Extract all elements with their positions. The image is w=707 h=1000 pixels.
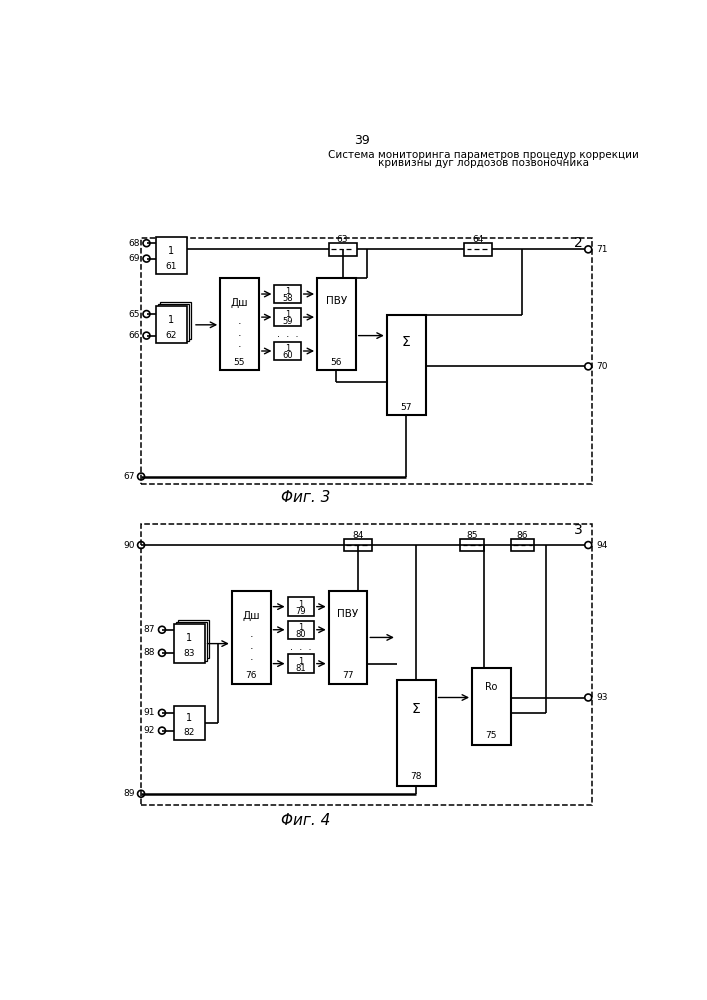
Bar <box>274 342 300 360</box>
Text: ·  ·  ·: · · · <box>290 645 312 655</box>
Text: 1: 1 <box>168 315 175 325</box>
Bar <box>274 308 300 326</box>
Text: 89: 89 <box>124 789 135 798</box>
Text: Φиг. 4: Φиг. 4 <box>281 813 330 828</box>
Bar <box>344 539 372 551</box>
Bar <box>387 315 426 415</box>
Bar <box>220 278 259 370</box>
Text: 1: 1 <box>285 287 290 296</box>
Text: 69: 69 <box>129 254 140 263</box>
Bar <box>174 706 204 740</box>
Text: 83: 83 <box>183 649 195 658</box>
Text: Σ: Σ <box>411 702 421 716</box>
Text: 71: 71 <box>596 245 607 254</box>
Bar <box>464 243 492 256</box>
Text: кривизны дуг лордозов позвоночника: кривизны дуг лордозов позвоночника <box>378 158 589 168</box>
Text: 77: 77 <box>342 671 354 680</box>
Text: ПВУ: ПВУ <box>337 609 358 619</box>
Text: 90: 90 <box>124 541 135 550</box>
Bar <box>274 285 300 303</box>
Text: ПВУ: ПВУ <box>326 296 347 306</box>
Text: 84: 84 <box>352 531 364 540</box>
Text: 78: 78 <box>411 772 422 781</box>
Bar <box>141 524 592 805</box>
Text: 3: 3 <box>574 523 583 537</box>
Bar <box>460 539 484 551</box>
Text: 1: 1 <box>285 310 290 319</box>
Bar <box>472 668 510 745</box>
Text: 2: 2 <box>574 236 583 250</box>
Bar <box>174 624 204 663</box>
Text: 1: 1 <box>285 344 290 353</box>
Text: 92: 92 <box>144 726 155 735</box>
Text: 70: 70 <box>596 362 607 371</box>
Text: 88: 88 <box>144 648 155 657</box>
Text: 64: 64 <box>472 235 484 244</box>
Text: 1: 1 <box>298 600 303 609</box>
Bar <box>178 620 209 658</box>
Text: 62: 62 <box>165 331 177 340</box>
Text: 61: 61 <box>165 262 177 271</box>
Text: 66: 66 <box>129 331 140 340</box>
Text: 55: 55 <box>234 358 245 367</box>
Text: Система мониторинга параметров процедур коррекции: Система мониторинга параметров процедур … <box>328 150 639 160</box>
Text: 56: 56 <box>331 358 342 367</box>
Text: 63: 63 <box>337 235 349 244</box>
Text: 1: 1 <box>168 246 175 256</box>
Text: 85: 85 <box>466 531 478 540</box>
Bar <box>397 680 436 786</box>
Bar <box>288 597 314 616</box>
Bar <box>141 238 592 484</box>
Bar <box>160 302 192 339</box>
Text: 1: 1 <box>298 657 303 666</box>
Text: 87: 87 <box>144 625 155 634</box>
Text: 86: 86 <box>517 531 528 540</box>
Bar <box>510 539 534 551</box>
Bar <box>176 622 207 661</box>
Text: ·
·
·: · · · <box>250 632 253 666</box>
Text: Ro: Ro <box>485 682 498 692</box>
Text: 80: 80 <box>296 630 306 639</box>
Text: 93: 93 <box>596 693 607 702</box>
Text: 57: 57 <box>400 403 412 412</box>
Text: 60: 60 <box>282 351 293 360</box>
Bar <box>329 243 356 256</box>
Text: ·
·
·: · · · <box>238 319 241 352</box>
Text: Σ: Σ <box>402 335 411 349</box>
Bar <box>156 306 187 343</box>
Text: 1: 1 <box>298 623 303 632</box>
Bar <box>329 591 368 684</box>
Bar <box>288 654 314 673</box>
Text: 68: 68 <box>129 239 140 248</box>
Text: Дш: Дш <box>243 611 260 621</box>
Text: 39: 39 <box>354 134 370 147</box>
Text: Дш: Дш <box>230 297 248 308</box>
Text: ·  ·  ·: · · · <box>277 332 298 342</box>
Text: 59: 59 <box>282 317 293 326</box>
Text: 94: 94 <box>596 541 607 550</box>
Text: 75: 75 <box>486 732 497 740</box>
Text: 65: 65 <box>129 310 140 319</box>
Bar <box>288 620 314 639</box>
Bar <box>317 278 356 370</box>
Text: 91: 91 <box>144 708 155 717</box>
Bar <box>156 237 187 274</box>
Text: 81: 81 <box>296 664 306 673</box>
Bar <box>158 304 189 341</box>
Text: 67: 67 <box>124 472 135 481</box>
Text: 1: 1 <box>186 633 192 643</box>
Bar <box>232 591 271 684</box>
Text: 79: 79 <box>296 607 306 616</box>
Text: 82: 82 <box>183 728 195 737</box>
Text: 1: 1 <box>186 713 192 723</box>
Text: 76: 76 <box>245 671 257 680</box>
Text: Φиг. 3: Φиг. 3 <box>281 490 330 505</box>
Text: 58: 58 <box>282 294 293 303</box>
